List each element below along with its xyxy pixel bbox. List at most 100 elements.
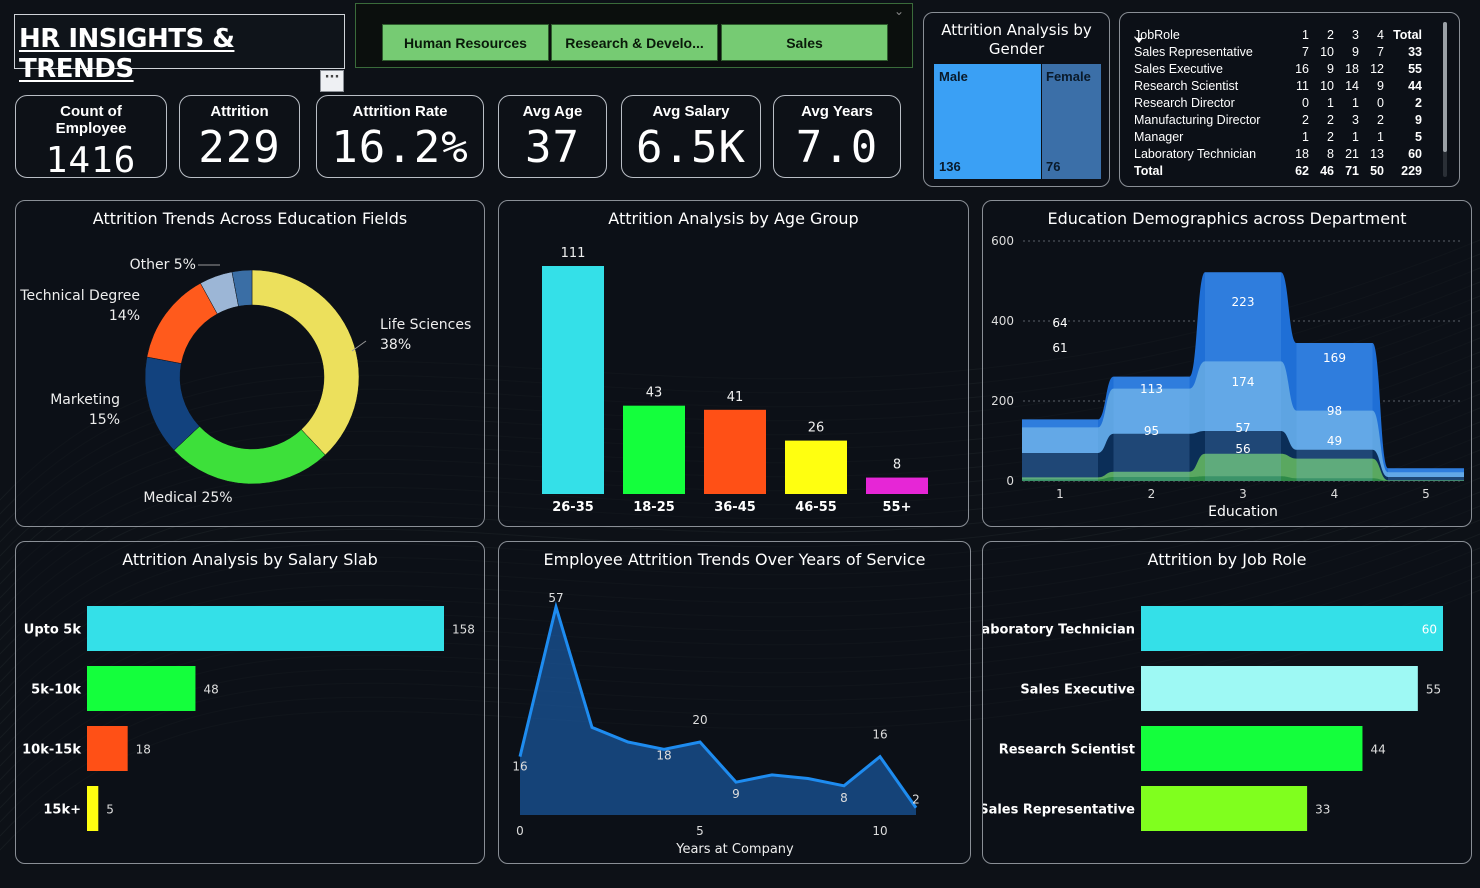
x-tick-label: 5 xyxy=(1422,487,1430,501)
trend-line[interactable] xyxy=(518,601,918,809)
x-tick-label: 2 xyxy=(1148,487,1156,501)
matrix-cell: 5 xyxy=(1415,130,1422,144)
data-label: 49 xyxy=(1327,434,1342,448)
data-label: 169 xyxy=(1323,351,1346,365)
x-tick-label: 1 xyxy=(1056,487,1064,501)
age-bar[interactable] xyxy=(785,440,847,494)
bar[interactable] xyxy=(87,606,444,651)
bar[interactable] xyxy=(1141,606,1443,651)
edu-dept-panel: Education Demographics across Department… xyxy=(982,200,1472,527)
age-bar[interactable] xyxy=(704,409,766,494)
slice-label: Medical 25% xyxy=(143,490,232,506)
kpi-label: Avg Years xyxy=(801,103,873,120)
bar[interactable] xyxy=(87,786,99,831)
data-label: 48 xyxy=(203,683,218,697)
jobrole-matrix-panel: JobRole 1 2 3 4 Total Sales Representati… xyxy=(1119,12,1460,187)
slicer-research-development[interactable]: Research & Develo... xyxy=(551,24,718,61)
jobrole-matrix: JobRole 1 2 3 4 Total Sales Representati… xyxy=(1134,27,1422,180)
slice-percent: 14% xyxy=(109,308,140,324)
matrix-cell: 2 xyxy=(1377,113,1384,127)
data-label: 43 xyxy=(646,386,663,401)
y-tick-label: 400 xyxy=(991,314,1014,328)
bar[interactable] xyxy=(87,726,128,771)
table-total-row: Total 62 46 71 50 229 xyxy=(1134,163,1422,180)
y-tick-label: 10k-15k xyxy=(22,743,81,758)
years-service-panel: Employee Attrition Trends Over Years of … xyxy=(498,541,971,864)
area-band[interactable] xyxy=(1022,476,1464,481)
bar[interactable] xyxy=(87,666,196,711)
slice-percent: 38% xyxy=(380,337,411,353)
matrix-row-label: Manufacturing Director xyxy=(1134,113,1261,127)
treemap-male[interactable] xyxy=(934,64,1041,179)
kpi-value: 1416 xyxy=(45,140,137,178)
data-label: 33 xyxy=(1315,803,1330,817)
x-tick-label: 10 xyxy=(872,824,887,838)
matrix-cell: 8 xyxy=(1327,147,1334,161)
matrix-header-jobrole[interactable]: JobRole xyxy=(1134,28,1180,42)
donut-slice[interactable] xyxy=(231,269,253,307)
matrix-cell: 1 xyxy=(1377,130,1384,144)
matrix-cell: 9 xyxy=(1377,79,1384,93)
slice-label: Technical Degree xyxy=(19,288,140,304)
x-tick-label: 55+ xyxy=(883,500,912,515)
data-label: 158 xyxy=(452,623,475,637)
matrix-cell: 9 xyxy=(1352,45,1359,59)
y-tick-label: 0 xyxy=(1006,474,1014,488)
x-axis-title: Years at Company xyxy=(675,842,794,857)
slicer-sales[interactable]: Sales xyxy=(721,24,888,61)
table-row: Manufacturing Director 2 2 3 2 9 xyxy=(1134,112,1422,129)
donut-slice[interactable] xyxy=(146,282,218,364)
x-axis-title: Education xyxy=(1208,504,1278,520)
category-highlight xyxy=(1113,376,1190,481)
matrix-scroll-thumb[interactable] xyxy=(1443,22,1447,152)
kpi-value: 6.5K xyxy=(636,122,746,173)
y-tick-label: Sales Representative xyxy=(983,803,1135,818)
matrix-cell: 1 xyxy=(1352,96,1359,110)
matrix-row-label: Manager xyxy=(1134,130,1184,144)
x-tick-label: 26-35 xyxy=(552,500,594,515)
table-row: Research Scientist 11 10 14 9 44 xyxy=(1134,78,1422,95)
donut-slice[interactable] xyxy=(173,425,326,485)
data-label: 60 xyxy=(1422,623,1437,637)
chevron-down-icon[interactable]: ⌄ xyxy=(893,4,904,18)
y-tick-label: 600 xyxy=(991,234,1014,248)
matrix-cell: 33 xyxy=(1408,45,1422,59)
table-row: Manager 1 2 1 1 5 xyxy=(1134,129,1422,146)
matrix-cell: 9 xyxy=(1415,113,1422,127)
slice-percent: 15% xyxy=(89,412,120,428)
matrix-cell: 10 xyxy=(1320,79,1334,93)
chart-title: Attrition Trends Across Education Fields xyxy=(92,209,408,228)
age-bar[interactable] xyxy=(623,405,685,494)
data-label: 113 xyxy=(1140,382,1163,396)
sort-down-icon[interactable] xyxy=(1135,38,1143,43)
data-label: 55 xyxy=(1426,683,1441,697)
kpi-value: 229 xyxy=(198,122,281,173)
matrix-header-total: Total xyxy=(1393,28,1422,42)
area-fill xyxy=(520,607,916,815)
age-bar[interactable] xyxy=(542,266,604,494)
bar[interactable] xyxy=(1141,786,1308,831)
age-bar[interactable] xyxy=(866,477,928,494)
donut-slice[interactable] xyxy=(251,269,360,456)
matrix-row-label: Sales Representative xyxy=(1134,45,1253,59)
matrix-row-label: Research Director xyxy=(1134,96,1235,110)
treemap-female[interactable] xyxy=(1042,64,1101,179)
slicer-human-resources[interactable]: Human Resources xyxy=(382,24,549,61)
y-tick-label: Sales Executive xyxy=(1020,683,1135,698)
y-tick-label: Research Scientist xyxy=(999,743,1135,758)
kpi-value: 7.0 xyxy=(795,122,879,173)
matrix-cell: 0 xyxy=(1302,96,1309,110)
more-options-button[interactable]: ··· xyxy=(320,70,344,92)
matrix-cell: 18 xyxy=(1295,147,1309,161)
data-label: 18 xyxy=(656,748,671,762)
kpi-avg-salary: Avg Salary 6.5K xyxy=(621,95,761,178)
salary-slab-chart: Upto 5k 158 5k-10k 48 10k-15k 18 15k+ 5 xyxy=(22,606,475,831)
matrix-cell: 71 xyxy=(1345,164,1359,178)
x-tick-label: 5 xyxy=(696,824,704,838)
bar[interactable] xyxy=(1141,726,1363,771)
data-label: 56 xyxy=(1235,442,1250,456)
bar[interactable] xyxy=(1141,666,1418,711)
area-band[interactable] xyxy=(1022,453,1464,481)
data-label: 20 xyxy=(692,713,707,727)
table-row: Research Director 0 1 1 0 2 xyxy=(1134,95,1422,112)
